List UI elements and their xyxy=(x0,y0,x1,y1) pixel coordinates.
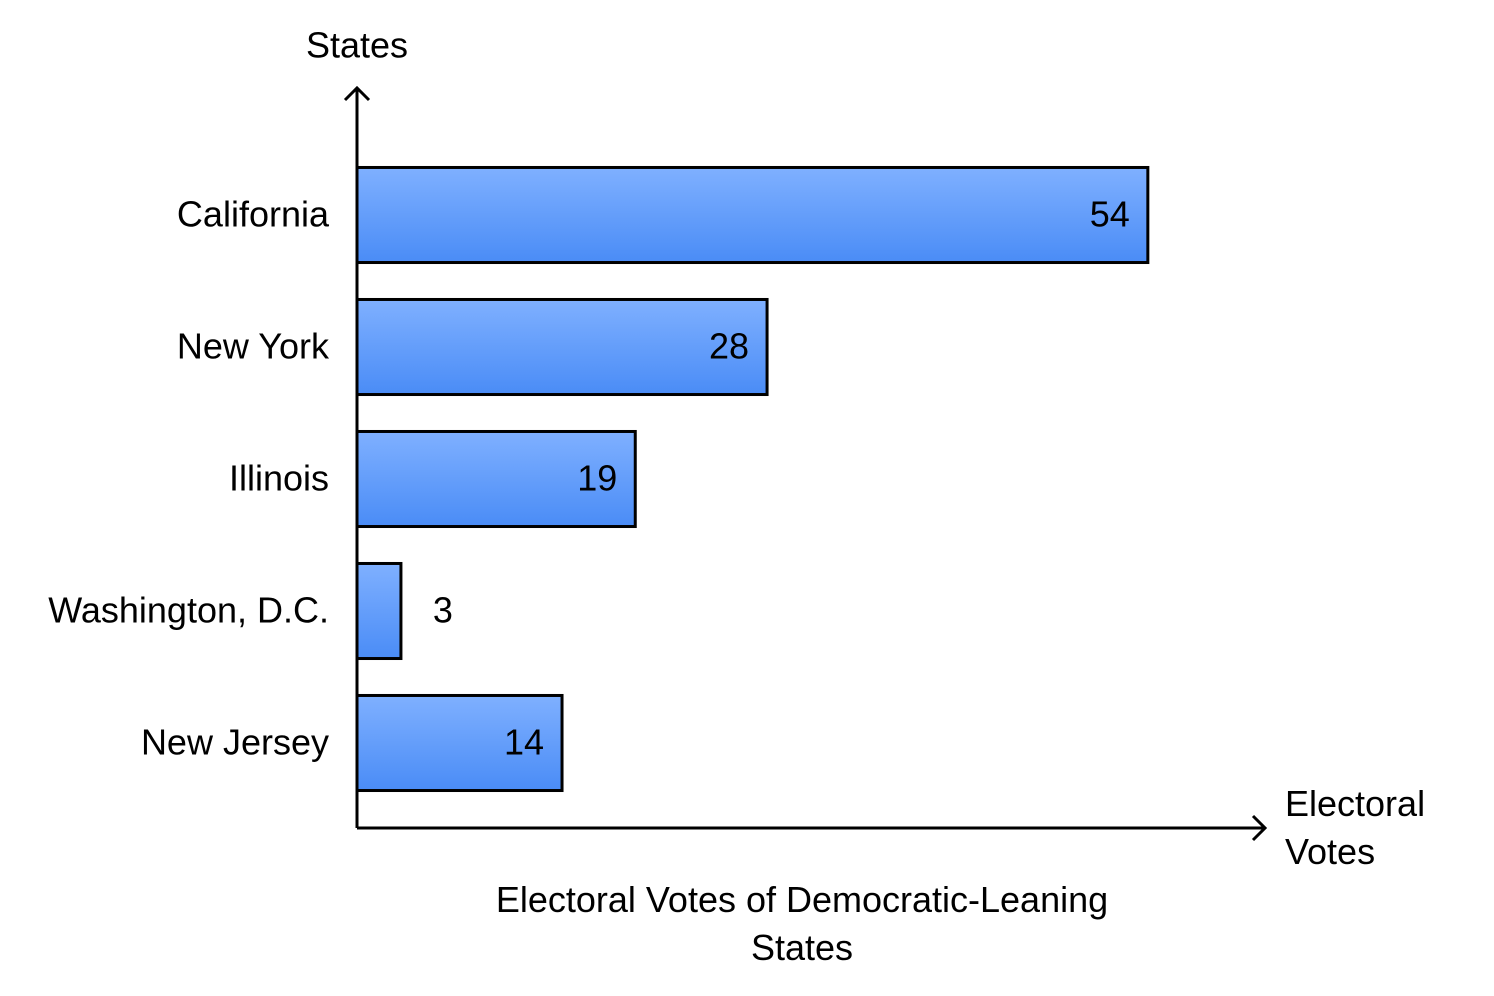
y-axis-label: States xyxy=(306,25,408,66)
value-label: 19 xyxy=(577,458,617,499)
x-axis-arrow xyxy=(1251,814,1268,842)
value-label: 3 xyxy=(433,590,453,631)
bar xyxy=(355,429,637,529)
y-tick-label: California xyxy=(177,194,330,235)
value-label: 14 xyxy=(504,722,544,763)
x-axis-label: Electoral Votes xyxy=(1285,783,1426,872)
value-label: 28 xyxy=(709,326,749,367)
y-tick-label: New York xyxy=(177,326,330,367)
chart-title: Electoral Votes of Democratic-Leaning St… xyxy=(495,879,1109,968)
y-tick-label: New Jersey xyxy=(141,722,329,763)
value-label: 54 xyxy=(1090,194,1130,235)
y-tick-label: Washington, D.C. xyxy=(48,590,329,631)
bar xyxy=(355,561,403,661)
bar xyxy=(355,297,769,397)
y-axis-arrow xyxy=(343,85,371,102)
y-tick-label: Illinois xyxy=(229,458,329,499)
bar xyxy=(355,165,1150,265)
bar xyxy=(355,693,564,793)
